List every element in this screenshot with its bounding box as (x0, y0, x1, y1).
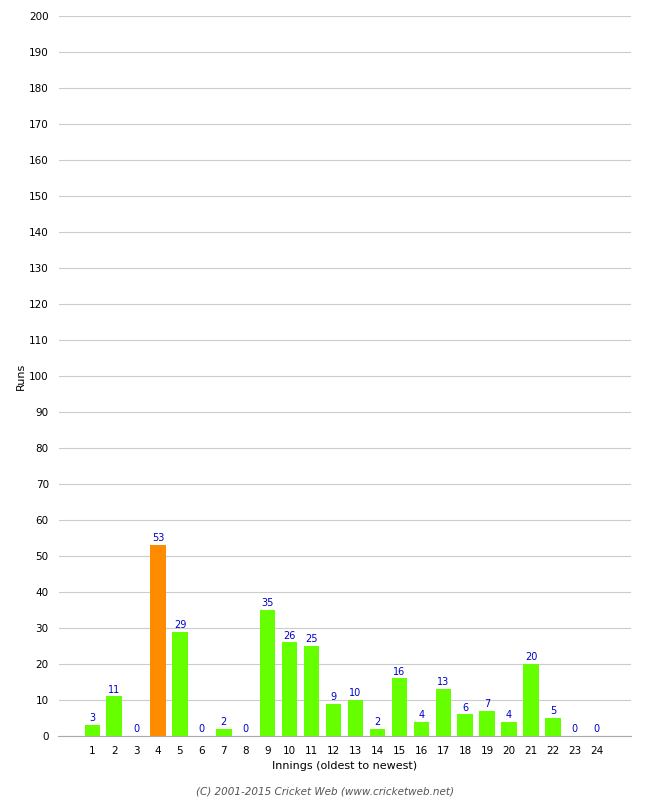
X-axis label: Innings (oldest to newest): Innings (oldest to newest) (272, 762, 417, 771)
Text: 10: 10 (349, 688, 361, 698)
Bar (480, 711, 495, 736)
Text: 16: 16 (393, 666, 406, 677)
Bar (107, 696, 122, 736)
Text: 26: 26 (283, 630, 296, 641)
Text: 53: 53 (152, 534, 164, 543)
Text: 29: 29 (174, 620, 186, 630)
Bar (326, 704, 341, 736)
Text: 2: 2 (221, 717, 227, 727)
Bar (260, 610, 276, 736)
Bar (458, 714, 473, 736)
Text: 3: 3 (89, 714, 96, 723)
Bar (150, 546, 166, 736)
Bar (545, 718, 560, 736)
Text: 20: 20 (525, 652, 537, 662)
Bar (436, 690, 451, 736)
Text: (C) 2001-2015 Cricket Web (www.cricketweb.net): (C) 2001-2015 Cricket Web (www.cricketwe… (196, 786, 454, 796)
Bar (304, 646, 319, 736)
Y-axis label: Runs: Runs (16, 362, 26, 390)
Text: 5: 5 (550, 706, 556, 716)
Text: 0: 0 (133, 724, 139, 734)
Text: 0: 0 (199, 724, 205, 734)
Bar (216, 729, 231, 736)
Text: 2: 2 (374, 717, 380, 727)
Bar (282, 642, 297, 736)
Text: 0: 0 (572, 724, 578, 734)
Text: 13: 13 (437, 678, 449, 687)
Bar (501, 722, 517, 736)
Text: 9: 9 (330, 692, 337, 702)
Text: 35: 35 (261, 598, 274, 608)
Bar (413, 722, 429, 736)
Bar (392, 678, 407, 736)
Text: 11: 11 (108, 685, 120, 694)
Bar (348, 700, 363, 736)
Text: 4: 4 (418, 710, 424, 720)
Bar (370, 729, 385, 736)
Text: 6: 6 (462, 702, 468, 713)
Text: 25: 25 (306, 634, 318, 644)
Text: 0: 0 (593, 724, 600, 734)
Text: 4: 4 (506, 710, 512, 720)
Bar (172, 632, 188, 736)
Bar (523, 664, 539, 736)
Text: 0: 0 (242, 724, 249, 734)
Text: 7: 7 (484, 699, 490, 709)
Bar (84, 726, 100, 736)
